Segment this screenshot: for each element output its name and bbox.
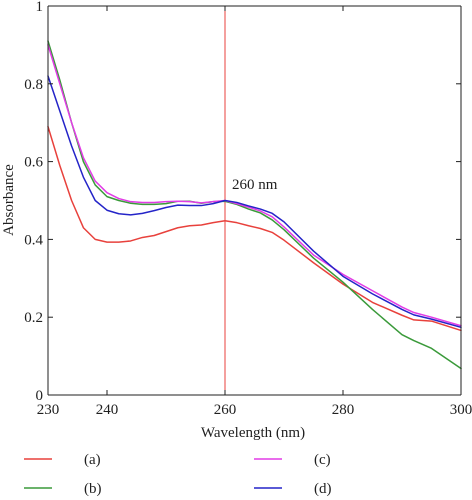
legend-label: (b): [84, 481, 102, 497]
series-line-c: [47, 44, 462, 327]
x-tick-label: 230: [37, 402, 60, 418]
y-tick-label: 0: [36, 388, 44, 404]
x-tick-label: 280: [332, 402, 355, 418]
y-tick-label: 1: [36, 0, 44, 15]
labels-layer: Wavelength (nm) Absorbance 260 nm: [1, 164, 305, 441]
x-tick-label: 300: [450, 402, 472, 418]
reference-line-label: 260 nm: [232, 177, 278, 193]
legend: (a) (b) (c) (d): [24, 452, 332, 497]
legend-label: (c): [314, 452, 331, 468]
legend-item-d: (d): [254, 481, 332, 497]
legend-item-b: (b): [24, 481, 102, 497]
legend-item-a: (a): [24, 452, 101, 468]
axes-layer: [47, 5, 462, 396]
legend-label: (d): [314, 481, 332, 497]
x-axis-title: Wavelength (nm): [201, 425, 305, 441]
y-tick-label: 0.2: [24, 310, 43, 326]
y-tick-label: 0.8: [24, 77, 43, 93]
x-tick-label: 260: [214, 402, 237, 418]
legend-item-c: (c): [254, 452, 331, 468]
x-tick-label: 240: [96, 402, 119, 418]
series-line-a: [47, 125, 462, 332]
series-line-b: [47, 40, 462, 370]
legend-label: (a): [84, 452, 101, 468]
y-tick-label: 0.4: [24, 232, 43, 248]
ticks-layer: 230 240 260 280 300 0 0.2 0.4 0.6 0.8 1: [24, 0, 472, 418]
y-tick-label: 0.6: [24, 155, 43, 171]
y-axis-title: Absorbance: [1, 164, 17, 236]
series-layer: [47, 40, 462, 370]
series-line-d: [47, 75, 462, 329]
